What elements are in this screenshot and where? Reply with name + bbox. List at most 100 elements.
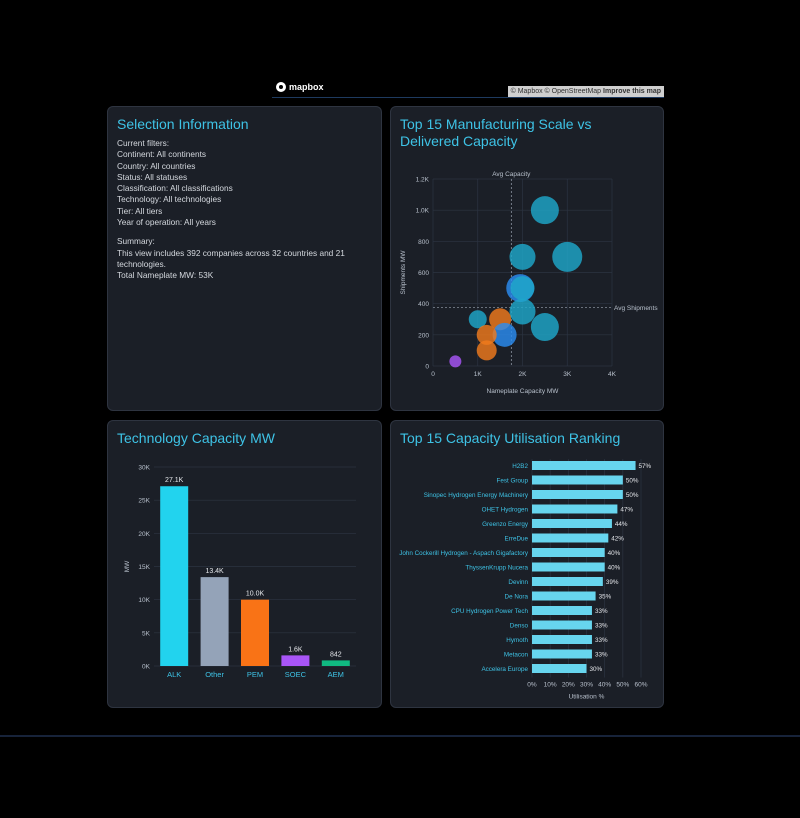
scatter-point (530, 196, 559, 225)
scatter-chart[interactable]: 0 200 400 600 800 1.0K 1.2K 0 1K 2K 3K 4K Avg Capaci… (391, 107, 665, 412)
selection-information-panel: Selection Information Current filters: C… (107, 106, 382, 411)
category-label: ThyssenKrupp Nucera (465, 565, 528, 572)
bar (532, 635, 592, 644)
category-label: CPU Hydrogen Power Tech (451, 608, 528, 615)
bar-value-label: 33% (595, 623, 608, 630)
x-tick-label: 60% (634, 682, 647, 689)
bar-value-label: 57% (639, 463, 652, 470)
filter-tier: Tier: All tiers (117, 205, 163, 216)
y-tick-label: 30K (138, 465, 150, 472)
y-tick-label: 5K (142, 630, 151, 637)
category-label: SOEC (285, 670, 307, 679)
map-attribution: © Mapbox © OpenStreetMap Improve this ma… (507, 86, 664, 97)
bar (532, 591, 596, 601)
bar (532, 649, 592, 659)
filter-classification: Classification: All classifications (117, 183, 233, 194)
avg-capacity-label: Avg Capacity (492, 171, 531, 178)
x-axis-title: Nameplate Capacity MW (487, 388, 560, 395)
filter-year: Year of operation: All years (117, 217, 216, 228)
category-label: H2B2 (512, 463, 528, 470)
category-label: Metacon (504, 652, 529, 659)
category-label: Greenzo Energy (482, 521, 529, 528)
y-tick-label: 200 (418, 332, 429, 339)
tech-panel-title: Technology Capacity MW (117, 430, 275, 446)
bar (321, 660, 350, 666)
category-label: Denso (510, 623, 529, 630)
scatter-point (449, 355, 462, 368)
utilisation-bar-chart[interactable]: 0% 10% 20% 30% 40% 50% 60% 57% H2B2 50% Fest Group… (391, 421, 665, 709)
bar-value-label: 30% (590, 666, 603, 673)
bar (281, 655, 310, 666)
y-tick-label: 0 (425, 364, 429, 371)
category-label: John Cockerill Hydrogen - Aspach Gigafac… (399, 550, 529, 557)
technology-bar-chart[interactable]: 0K 5K 10K 15K 20K 25K 30K MW 27.1K ALK 13.4K Other 1… (108, 421, 383, 709)
scatter-panel: Top 15 Manufacturing Scale vs Delivered … (390, 106, 664, 411)
scatter-point (492, 322, 517, 347)
y-tick-label: 20K (138, 531, 150, 538)
bar-value-label: 10.0K (246, 591, 265, 598)
y-axis-title: Shipments MW (400, 250, 407, 295)
bar-value-label: 33% (595, 637, 608, 644)
y-axis-title: MW (124, 560, 131, 572)
avg-shipments-label: Avg Shipments (614, 305, 658, 312)
bar (532, 533, 609, 543)
bottom-divider (0, 735, 800, 737)
technology-capacity-panel: Technology Capacity MW 0K 5K 10K 15K 20K 25K 3… (107, 420, 382, 708)
x-tick-label: 4K (608, 371, 617, 378)
bar-value-label: 40% (608, 565, 621, 572)
category-label: AEM (328, 670, 344, 679)
y-tick-label: 800 (418, 239, 429, 246)
category-label: OHET Hydrogen (482, 507, 529, 514)
bar-value-label: 33% (595, 608, 608, 615)
category-label: Other (205, 670, 224, 679)
bar (532, 620, 592, 630)
x-tick-label: 3K (563, 371, 572, 378)
mapbox-logo-text: mapbox (289, 82, 324, 92)
bar-value-label: 27.1K (165, 477, 184, 484)
filter-technology: Technology: All technologies (117, 194, 222, 205)
map-footer-strip: mapbox © Mapbox © OpenStreetMap Improve … (272, 80, 664, 98)
bar-value-label: 35% (599, 594, 612, 601)
bar-value-label: 39% (606, 579, 619, 586)
scatter-panel-title: Top 15 Manufacturing Scale vs Delivered … (400, 116, 592, 149)
filter-continent: Continent: All continents (117, 149, 207, 160)
bar-value-label: 50% (626, 478, 639, 485)
y-tick-label: 1.2K (416, 177, 430, 184)
summary-text: This view includes 392 companies across … (117, 247, 345, 269)
bar (532, 519, 612, 528)
util-panel-title: Top 15 Capacity Utilisation Ranking (400, 430, 621, 446)
y-tick-label: 25K (138, 498, 150, 505)
filter-country: Country: All countries (117, 160, 196, 171)
bar (532, 475, 623, 485)
x-tick-label: 0 (431, 371, 435, 378)
y-tick-label: 15K (138, 564, 150, 571)
bar (532, 664, 587, 673)
x-tick-label: 10% (544, 682, 557, 689)
bar-value-label: 44% (615, 521, 628, 528)
selection-panel-title: Selection Information (117, 116, 249, 132)
x-tick-label: 1K (474, 371, 483, 378)
mapbox-logo-icon (276, 82, 286, 92)
bar (532, 504, 618, 514)
map-attribution-text[interactable]: © Mapbox © OpenStreetMap (510, 88, 602, 95)
x-tick-label: 40% (598, 682, 611, 689)
filter-status: Status: All statuses (117, 171, 188, 182)
bar (532, 562, 605, 572)
y-tick-label: 600 (418, 270, 429, 277)
filters-heading: Current filters: (117, 138, 170, 148)
scatter-point (509, 243, 536, 270)
bar (532, 577, 603, 586)
bar (241, 599, 269, 666)
category-label: Accelera Europe (481, 666, 528, 673)
bar (200, 577, 229, 666)
scatter-point (510, 276, 535, 301)
scatter-point (476, 324, 497, 345)
category-label: ALK (167, 670, 181, 679)
bar-value-label: 40% (608, 550, 621, 557)
improve-map-link[interactable]: Improve this map (603, 88, 661, 95)
x-tick-label: 0% (527, 682, 537, 689)
x-tick-label: 30% (580, 682, 593, 689)
total-nameplate: Total Nameplate MW: 53K (117, 270, 214, 281)
mapbox-logo[interactable]: mapbox (276, 82, 324, 92)
selection-info-body: Current filters: Continent: All continen… (117, 138, 373, 282)
